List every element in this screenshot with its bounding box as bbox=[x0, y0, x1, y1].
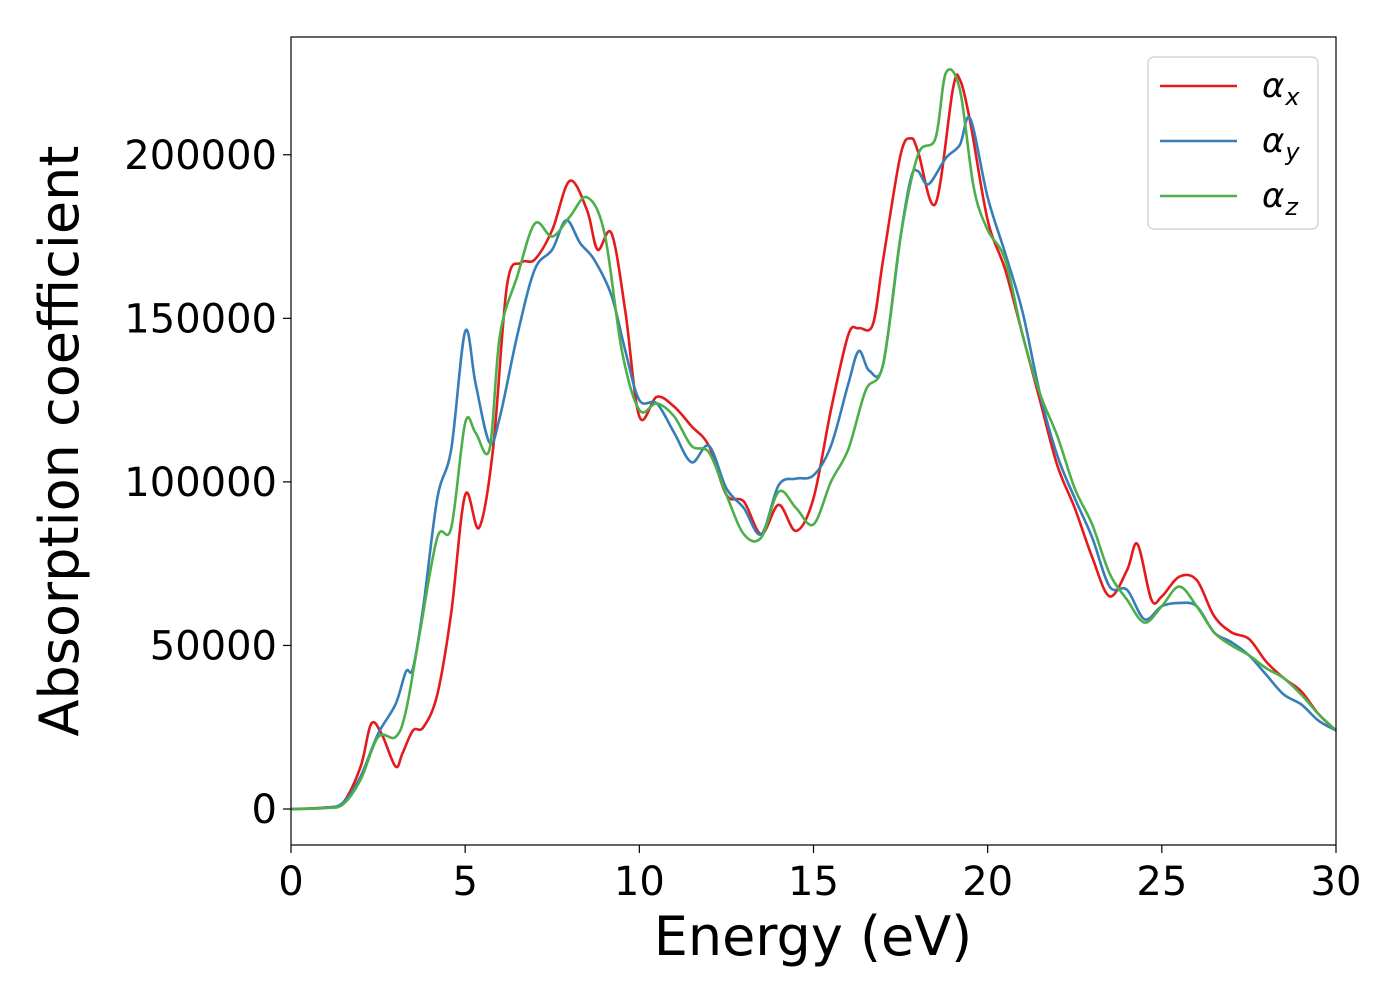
x-tick-label: 5 bbox=[452, 859, 477, 905]
x-tick-label: 0 bbox=[278, 859, 303, 905]
legend-label: αz bbox=[1262, 176, 1299, 221]
legend-label: αy bbox=[1262, 121, 1300, 166]
x-tick-label: 10 bbox=[614, 859, 665, 905]
legend-items: αx αy αz bbox=[1160, 66, 1300, 221]
x-tick-label: 25 bbox=[1136, 859, 1187, 905]
x-tick-label: 30 bbox=[1311, 859, 1362, 905]
y-tick-label: 100000 bbox=[124, 460, 277, 506]
legend-box bbox=[1147, 56, 1319, 230]
legend-item-y: αy bbox=[1160, 121, 1300, 166]
y-tick-label: 50000 bbox=[150, 623, 277, 669]
y-tick-label: 200000 bbox=[124, 133, 277, 179]
x-tick-label: 15 bbox=[788, 859, 839, 905]
legend-label: αx bbox=[1262, 66, 1300, 111]
legend: αx αy αz bbox=[1147, 56, 1319, 230]
legend-item-z: αz bbox=[1160, 176, 1299, 221]
x-axis-ticks: 0 5 10 15 20 25 30 bbox=[278, 845, 1361, 905]
y-tick-label: 0 bbox=[252, 787, 277, 833]
series-layer bbox=[290, 68, 1337, 811]
y-axis-ticks: 0 50000 100000 150000 200000 bbox=[124, 133, 291, 833]
series-line-z bbox=[290, 68, 1337, 811]
legend-item-x: αx bbox=[1160, 66, 1300, 111]
y-axis-label: Absorption coefficient bbox=[28, 146, 91, 737]
series-line-x bbox=[290, 73, 1337, 811]
x-tick-label: 20 bbox=[962, 859, 1013, 905]
series-line-y bbox=[290, 115, 1337, 811]
x-axis-label: Energy (eV) bbox=[654, 905, 973, 968]
y-tick-label: 150000 bbox=[124, 296, 277, 342]
